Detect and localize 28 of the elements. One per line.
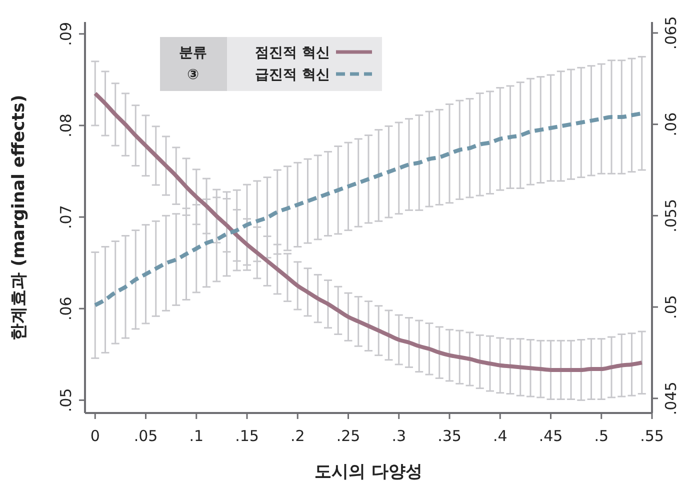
x-tick-label: .05 — [134, 427, 158, 445]
x-tick-label: .2 — [290, 427, 305, 445]
legend-label: 점진적 혁신 — [255, 45, 330, 61]
y-tick-label: .06 — [57, 296, 75, 321]
y2-tick-label: .045 — [662, 382, 680, 416]
x-tick-label: .35 — [438, 427, 462, 445]
legend-label: 급진적 혁신 — [255, 67, 330, 83]
y-tick-label: .08 — [57, 114, 75, 138]
x-tick-label: 0 — [90, 427, 100, 445]
x-tick-label: .25 — [336, 427, 360, 445]
y-tick-label: .09 — [57, 22, 75, 46]
legend-title: 분류 ③ — [179, 45, 207, 83]
x-axis-title: 도시의 다양성 — [314, 462, 422, 482]
y2-tick-label: .055 — [662, 198, 680, 232]
x-tick-label: .5 — [594, 427, 609, 445]
y-tick-label: .07 — [57, 205, 75, 229]
line-series — [93, 91, 644, 372]
x-tick-label: .15 — [235, 427, 259, 445]
y2-tick-label: .065 — [662, 16, 680, 50]
y2-tick-label: .06 — [662, 112, 680, 136]
x-tick-label: .45 — [538, 427, 563, 445]
x-tick-label: .55 — [640, 427, 664, 445]
y-axis-title: 한계효과 (marginal effects) — [9, 94, 29, 340]
x-tick-label: .3 — [392, 427, 406, 445]
y2-tick-label: .05 — [662, 295, 680, 319]
x-tick-label: .4 — [492, 427, 508, 445]
x-tick-label: .1 — [189, 427, 204, 445]
y-tick-label: .05 — [57, 388, 75, 412]
